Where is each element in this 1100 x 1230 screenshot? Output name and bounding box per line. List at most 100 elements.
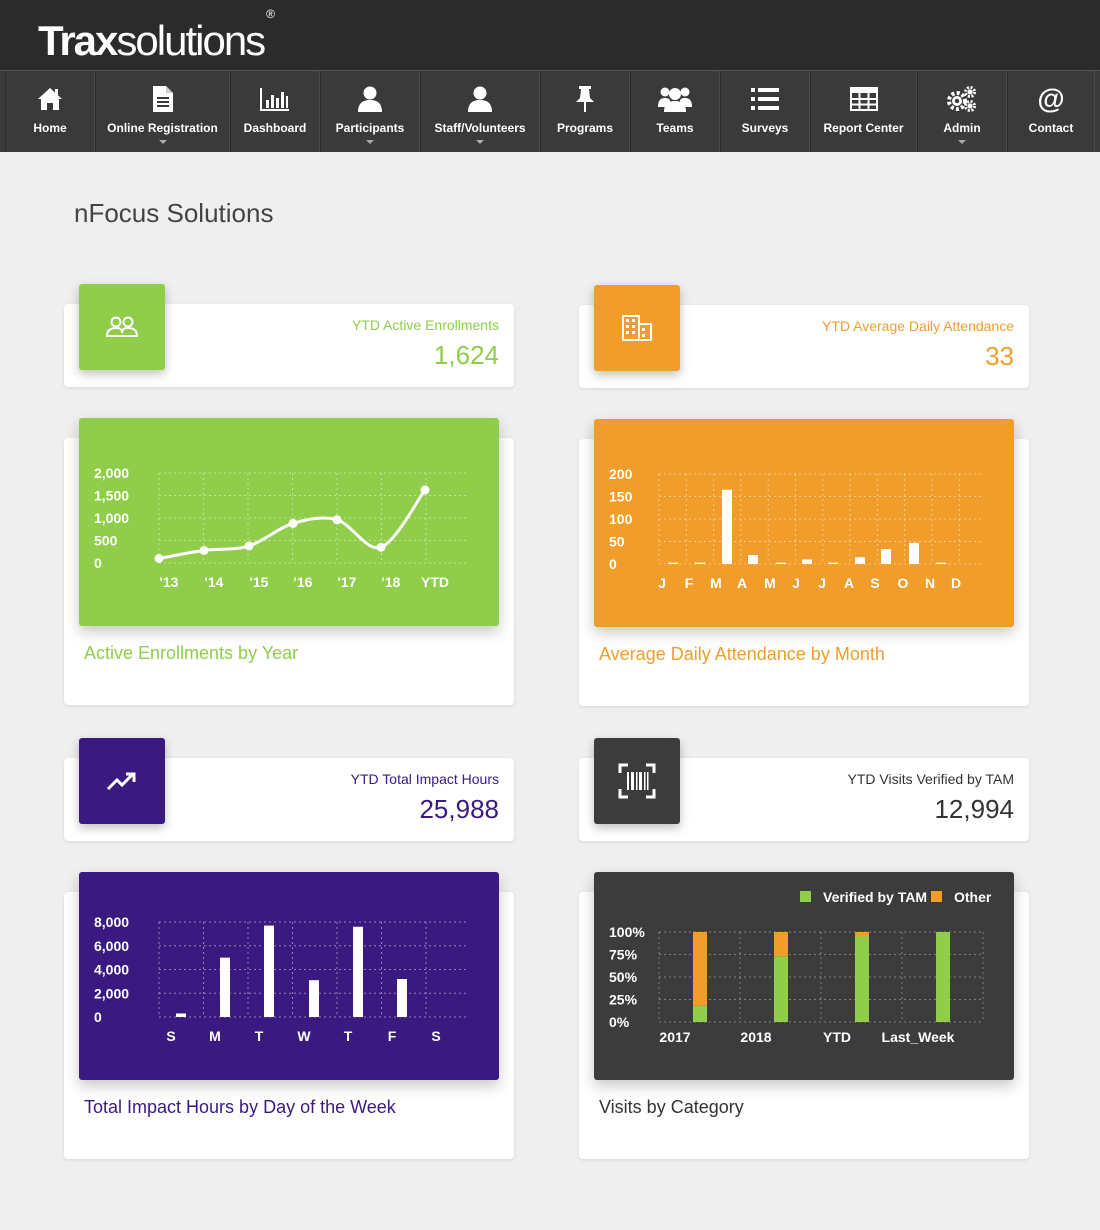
data-point xyxy=(199,545,209,555)
data-point xyxy=(376,542,386,552)
nav-item-report-center[interactable]: Report Center xyxy=(810,71,917,152)
bar xyxy=(828,562,838,564)
bar-chart-icon xyxy=(231,85,319,113)
nav-label: Admin xyxy=(943,121,981,135)
bar xyxy=(722,489,732,564)
x-tick-label: D xyxy=(951,575,961,591)
stacked-bar-segment xyxy=(774,932,788,957)
y-tick-label: 0 xyxy=(94,555,102,571)
y-tick-label: 50% xyxy=(609,969,638,985)
x-tick-label: M xyxy=(209,1028,221,1044)
bar xyxy=(397,979,407,1017)
group-icon xyxy=(631,85,719,113)
x-tick-label: M xyxy=(710,575,722,591)
bar xyxy=(936,562,946,564)
x-tick-label: A xyxy=(844,575,854,591)
nav-item-teams[interactable]: Teams xyxy=(630,71,720,152)
nav-item-dashboard[interactable]: Dashboard xyxy=(230,71,320,152)
enrollments-chart-panel: 2,000 1,500 1,000 500 0 '13 '14 '15 '16 '17 '18 YTD xyxy=(79,418,499,626)
y-tick-label: 2,000 xyxy=(94,465,129,481)
x-tick-label: '17 xyxy=(338,574,357,590)
bar xyxy=(309,980,319,1017)
logo[interactable]: Traxsolutions® xyxy=(38,7,275,65)
x-tick-label: '13 xyxy=(160,574,179,590)
x-tick-label: '16 xyxy=(294,574,313,590)
kpi-value: 12,994 xyxy=(934,794,1014,824)
y-tick-label: 2,000 xyxy=(94,985,129,1001)
bar xyxy=(909,542,919,564)
nav-item-programs[interactable]: Programs xyxy=(540,71,630,152)
bar xyxy=(668,562,678,564)
svg-text:@: @ xyxy=(1037,85,1064,113)
logo-light-text: solutions xyxy=(116,17,266,64)
x-tick-label: '18 xyxy=(382,574,401,590)
x-tick-label: F xyxy=(685,575,694,591)
nav-label: Report Center xyxy=(823,121,904,135)
logo-bold-text: Trax xyxy=(38,17,118,64)
y-tick-label: 150 xyxy=(609,489,633,505)
stacked-bar-segment xyxy=(855,936,869,1022)
nav-label: Participants xyxy=(335,121,405,135)
x-tick-label: A xyxy=(737,575,747,591)
nav-label: Home xyxy=(33,121,67,135)
x-tick-label: O xyxy=(898,575,909,591)
pushpin-icon xyxy=(541,85,629,113)
x-tick-label: '15 xyxy=(250,574,269,590)
building-icon xyxy=(594,285,680,371)
nav-item-admin[interactable]: Admin xyxy=(917,71,1007,152)
y-tick-label: 8,000 xyxy=(94,914,129,930)
x-tick-label: S xyxy=(431,1028,440,1044)
list-icon xyxy=(721,85,809,113)
y-tick-label: 4,000 xyxy=(94,962,129,978)
document-icon xyxy=(96,85,229,113)
x-tick-label: T xyxy=(255,1028,264,1044)
stacked-bar-segment xyxy=(693,932,707,1006)
y-tick-label: 25% xyxy=(609,992,638,1008)
bar xyxy=(802,559,812,564)
data-point xyxy=(154,554,164,563)
top-header: Traxsolutions® xyxy=(0,0,1100,70)
nav-label: Staff/Volunteers xyxy=(434,121,526,135)
y-tick-label: 75% xyxy=(609,947,638,963)
person-icon xyxy=(321,85,419,113)
nav-item-staff-volunteers[interactable]: Staff/Volunteers xyxy=(420,71,540,152)
bar xyxy=(353,926,363,1017)
home-icon xyxy=(6,85,94,113)
kpi-value: 1,624 xyxy=(433,340,499,370)
nav-label: Online Registration xyxy=(107,121,218,135)
bar xyxy=(264,925,274,1017)
x-tick-label: YTD xyxy=(421,574,449,590)
nav-label: Contact xyxy=(1028,121,1074,135)
nav-item-participants[interactable]: Participants xyxy=(320,71,420,152)
nav-label: Surveys xyxy=(741,121,789,135)
page-title: nFocus Solutions xyxy=(74,198,274,228)
nav-item-home[interactable]: Home xyxy=(5,71,95,152)
enrollments-line-chart: 2,000 1,500 1,000 500 0 '13 '14 '15 '16 '17 '18 YTD xyxy=(94,465,469,590)
kpi-label: YTD Active Enrollments xyxy=(351,317,499,333)
x-tick-label: YTD xyxy=(823,1029,851,1045)
y-tick-label: 0% xyxy=(609,1014,630,1030)
nav-item-contact[interactable]: @ Contact xyxy=(1007,71,1095,152)
barcode-scan-icon xyxy=(594,738,680,824)
stacked-bar-segment xyxy=(936,932,950,1022)
y-tick-label: 1,000 xyxy=(94,510,129,526)
legend-label: Verified by TAM xyxy=(823,889,927,905)
nav-item-online-registration[interactable]: Online Registration xyxy=(95,71,230,152)
chart-title: Visits by Category xyxy=(599,1097,744,1117)
users-icon xyxy=(79,284,165,370)
table-icon xyxy=(811,85,916,113)
chart-title: Total Impact Hours by Day of the Week xyxy=(84,1097,396,1117)
nav-item-surveys[interactable]: Surveys xyxy=(720,71,810,152)
x-tick-label: S xyxy=(870,575,879,591)
legend-swatch xyxy=(800,891,811,902)
x-tick-label: W xyxy=(297,1028,311,1044)
person-icon xyxy=(421,85,539,113)
y-tick-label: 0 xyxy=(609,556,617,572)
data-point xyxy=(244,541,254,551)
y-tick-label: 200 xyxy=(609,466,633,482)
x-tick-label: 2018 xyxy=(740,1029,771,1045)
stacked-bar-segment xyxy=(693,1005,707,1022)
visits-chart-panel: 100% 75% 50% 25% 0% 2017 2018 YTD Last_Week Verif… xyxy=(594,872,1014,1080)
impact-chart-panel: 8,000 6,000 4,000 2,000 0 S M T W T F S xyxy=(79,872,499,1080)
